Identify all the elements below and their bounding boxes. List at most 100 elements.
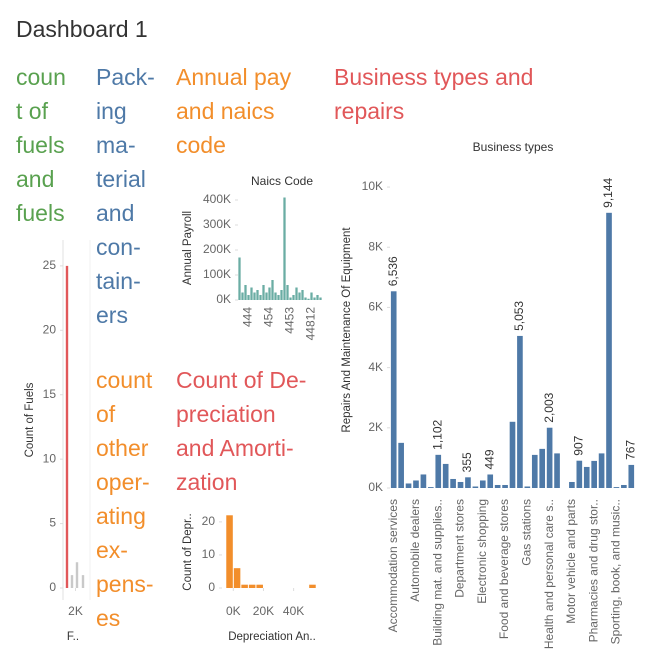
x-tick-label: Department stores	[453, 499, 467, 598]
data-label: 767	[623, 440, 637, 460]
histogram-bar	[226, 515, 233, 588]
bar	[298, 292, 301, 300]
bar	[268, 287, 271, 300]
bar	[238, 257, 241, 300]
y-tick-label: 0	[49, 580, 56, 594]
section-header: repairs	[334, 98, 404, 124]
bar	[457, 481, 464, 488]
x-tick-label: 444	[241, 307, 255, 327]
bar	[598, 453, 605, 488]
section-header: Pack-	[96, 64, 155, 90]
bar	[509, 421, 516, 488]
bar	[262, 285, 265, 300]
x-axis-label: Depreciation An..	[228, 631, 316, 643]
histogram-bar	[233, 568, 241, 588]
bar	[606, 212, 612, 488]
data-label: 5,053	[512, 301, 526, 331]
bar	[280, 290, 283, 300]
bar	[569, 481, 575, 488]
section-header: coun	[16, 64, 66, 90]
section-header: con-	[96, 234, 141, 260]
bar	[65, 265, 69, 588]
bar	[524, 486, 531, 488]
bar	[250, 287, 253, 300]
bar	[304, 297, 307, 300]
bar	[259, 295, 262, 300]
data-label: 907	[571, 435, 585, 455]
x-tick-label: 4453	[283, 307, 297, 334]
x-tick-label: 44812	[304, 307, 318, 341]
bar	[428, 487, 434, 488]
bar	[265, 292, 268, 300]
y-tick-label: 4K	[368, 360, 383, 374]
y-tick-label: 100K	[203, 267, 231, 281]
section-header: es	[96, 605, 120, 631]
y-axis-label: Annual Payroll	[182, 211, 194, 285]
x-tick-label: Building mat. and supplies..	[430, 499, 444, 646]
section-header: code	[176, 132, 226, 158]
section-header: pens-	[96, 571, 154, 597]
x-tick-label: Pharmacies and drug stor..	[586, 499, 600, 642]
bar	[70, 575, 74, 588]
bar	[442, 463, 449, 488]
section-header: fuels	[16, 132, 65, 158]
bar	[316, 295, 319, 300]
y-tick-label: 200K	[203, 242, 231, 256]
bar	[487, 474, 494, 488]
bar	[472, 486, 479, 488]
bar	[435, 454, 442, 488]
section-header: and	[16, 166, 54, 192]
bar	[307, 298, 310, 300]
x-tick-label: Gas stations	[520, 499, 534, 566]
section-header: ing	[96, 98, 127, 124]
data-label: 6,536	[386, 256, 400, 286]
section-header: other	[96, 435, 149, 461]
x-tick-label: 0K	[226, 604, 241, 618]
section-header: count	[96, 367, 153, 393]
bar	[313, 297, 316, 300]
y-axis-label: Repairs And Maintenance Of Equipment	[341, 227, 353, 433]
y-tick-label: 0K	[216, 292, 231, 306]
bar	[241, 292, 244, 300]
y-tick-label: 10	[202, 547, 216, 561]
bar	[295, 287, 298, 300]
y-tick-label: 2K	[368, 420, 383, 434]
bar	[413, 480, 419, 488]
bar	[546, 427, 553, 488]
bar	[517, 335, 523, 488]
y-tick-label: 10K	[362, 179, 383, 193]
y-tick-label: 400K	[203, 192, 231, 206]
bar	[390, 291, 397, 488]
y-tick-label: 300K	[203, 217, 231, 231]
bar	[531, 454, 538, 488]
y-axis-label: Count of Fuels	[24, 382, 36, 457]
bar	[75, 562, 79, 588]
bar	[465, 477, 471, 488]
bar	[479, 480, 486, 488]
histogram-bar	[256, 584, 263, 588]
bar	[628, 464, 635, 488]
section-header: Annual pay	[176, 64, 292, 90]
bar	[494, 484, 501, 488]
y-tick-label: 25	[43, 258, 57, 272]
bar	[319, 297, 322, 300]
bar	[591, 460, 597, 488]
chart-title: Naics Code	[251, 174, 313, 188]
x-tick-label: Health and personal care s..	[542, 499, 556, 649]
bar	[539, 448, 546, 488]
x-tick-label: 454	[262, 307, 276, 327]
bar	[286, 285, 289, 300]
bar	[576, 460, 583, 488]
chart-title: Business types	[473, 140, 554, 154]
bar	[450, 478, 456, 488]
bar	[247, 295, 250, 300]
section-header: and Amorti-	[176, 435, 294, 461]
section-header: terial	[96, 166, 146, 192]
y-tick-label: 8K	[368, 239, 383, 253]
bar	[583, 466, 590, 488]
section-header: oper-	[96, 469, 150, 495]
section-header: and	[96, 200, 134, 226]
data-label: 2,003	[542, 392, 556, 422]
bar	[292, 295, 295, 300]
